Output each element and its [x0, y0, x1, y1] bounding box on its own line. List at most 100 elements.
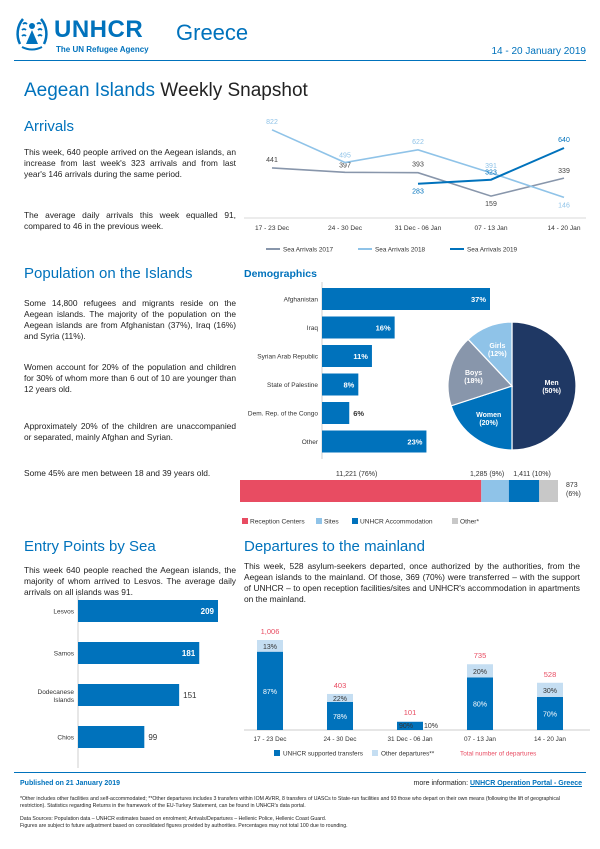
other-bar: [257, 640, 283, 652]
footnote-3: Figures are subject to future adjustment…: [20, 823, 348, 829]
legend-label: Reception Centers: [250, 519, 305, 526]
data-label: 159: [485, 201, 497, 208]
legend-label: Sea Arrivals 2018: [375, 247, 426, 254]
category-label: Afghanistan: [284, 297, 319, 304]
slice-label: Men: [545, 380, 559, 387]
stacked-segment: [539, 480, 558, 502]
arrivals-paragraph-2: The average daily arrivals this week equ…: [24, 210, 236, 231]
departures-paragraph: This week, 528 asylum-seekers departed, …: [244, 561, 580, 604]
accommodation-stacked-bar: 11,221 (76%) 1,285 (9%) 1,411 (10%) 873 (6%)…: [240, 471, 581, 526]
bar-value-label: 99: [148, 733, 157, 742]
slice-label: Girls: [489, 343, 505, 350]
segment-label: 1,285 (9%): [470, 471, 504, 478]
legend-label: Sea Arrivals 2019: [467, 247, 518, 254]
slice-pct: (18%): [464, 378, 483, 385]
segment-label: 11,221 (76%): [336, 471, 378, 478]
x-tick-label: 17 - 23 Dec: [253, 736, 287, 743]
x-tick-label: 24 - 30 Dec: [328, 225, 363, 232]
bar: [322, 402, 350, 424]
bar-value-label: 209: [201, 607, 215, 616]
category-label: Other: [302, 439, 319, 446]
data-label: 391: [485, 163, 497, 170]
bar: [78, 642, 200, 664]
refugee-agency-emblem-icon: [16, 18, 48, 51]
bar: [322, 373, 359, 396]
category-label: Iraq: [307, 325, 319, 332]
bar-value-label: 8%: [343, 381, 354, 390]
pie-slice: [511, 321, 577, 451]
supported-pct-label: 70%: [543, 711, 557, 718]
arrivals-paragraph-1: This week, 640 people arrived on the Aeg…: [24, 147, 236, 179]
departures-stacked-bar-chart: 1,006 87% 13% 17 - 23 Dec 403 78% 22% 24 - 30 D…: [244, 627, 590, 758]
category-label: Lesvos: [53, 609, 74, 616]
page-title-highlight: Aegean Islands: [24, 80, 155, 101]
country-name: Greece: [176, 20, 249, 45]
other-pct-label: 30%: [543, 688, 557, 695]
stacked-segment: [240, 480, 482, 502]
other-bar: [397, 720, 423, 722]
bar: [78, 600, 218, 622]
total-label: 1,006: [261, 627, 280, 636]
more-info-label: more information:: [413, 780, 469, 787]
bar: [322, 316, 395, 339]
more-info: more information: UNHCR Operation Portal…: [414, 780, 582, 787]
category-label: Samos: [54, 651, 75, 658]
data-label: 393: [412, 162, 424, 169]
legend-label: Sea Arrivals 2017: [283, 247, 334, 254]
legend-swatch: [352, 518, 358, 524]
total-label: 101: [404, 708, 417, 717]
bar: [78, 684, 180, 706]
x-tick-label: 07 - 13 Jan: [475, 225, 508, 232]
other-pct-label: 20%: [473, 669, 487, 676]
bar-value-label: 37%: [471, 295, 486, 304]
footnote-2: Data Sources: Population data – UNHCR es…: [20, 816, 327, 822]
segment-label: 873: [566, 482, 578, 489]
other-pct-label: 10%: [424, 723, 438, 730]
population-paragraph-2: Women account for 20% of the population …: [24, 362, 236, 394]
legend-label: Sites: [324, 519, 339, 526]
departures-heading: Departures to the mainland: [244, 538, 425, 555]
page-title: Aegean Islands Weekly Snapshot: [24, 80, 308, 102]
category-label: Dem. Rep. of the Congo: [248, 411, 318, 418]
bar: [78, 726, 145, 748]
segment-label: 1,411 (10%): [513, 471, 551, 478]
total-label: 735: [474, 651, 487, 660]
stacked-segment: [481, 480, 509, 502]
category-label: Chios: [57, 735, 74, 742]
supported-bar: [537, 696, 563, 730]
pie-slice: [450, 385, 513, 451]
slice-pct: (50%): [542, 388, 561, 395]
legend-label: UNHCR supported transfers: [283, 751, 363, 758]
bar-value-label: 151: [183, 691, 197, 700]
segment-label: (6%): [566, 491, 581, 498]
x-tick-label: 31 Dec - 06 Jan: [387, 736, 433, 743]
arrivals-line-chart: 441 397 393 159 339 822 495 622 391 146 283 323 640 1…: [244, 119, 586, 254]
operation-portal-link[interactable]: UNHCR Operation Portal - Greece: [469, 780, 582, 787]
bar-value-label: 23%: [407, 438, 422, 447]
data-label: 640: [558, 137, 570, 144]
legend-label: Total number of departures: [460, 751, 536, 758]
legend-swatch: [274, 750, 280, 756]
footnote-1: *Other includes other facilities and sel…: [20, 796, 560, 809]
legend-label: Other*: [460, 519, 479, 526]
entry-points-heading: Entry Points by Sea: [24, 538, 156, 555]
slice-label: Boys: [465, 370, 482, 377]
other-bar: [467, 664, 493, 678]
published-date: Published on 21 January 2019: [20, 780, 120, 787]
x-tick-label: 14 - 20 Jan: [534, 736, 566, 743]
slice-pct: (20%): [479, 420, 498, 427]
population-paragraph-3: Approximately 20% of the children are un…: [24, 421, 236, 442]
category-label: Islands: [53, 697, 74, 704]
category-label: Dodecanese: [38, 689, 75, 696]
demographics-heading: Demographics: [244, 268, 317, 280]
slice-pct: (12%): [488, 351, 507, 358]
bar-value-label: 11%: [353, 352, 368, 361]
org-tagline: The UN Refugee Agency: [56, 45, 149, 54]
x-tick-label: 31 Dec - 06 Jan: [395, 225, 442, 232]
header-divider: [14, 60, 586, 61]
supported-pct-label: 90%: [399, 723, 413, 730]
pie-slice: [467, 321, 513, 388]
legend-swatch: [372, 750, 378, 756]
legend-swatch: [242, 518, 248, 524]
